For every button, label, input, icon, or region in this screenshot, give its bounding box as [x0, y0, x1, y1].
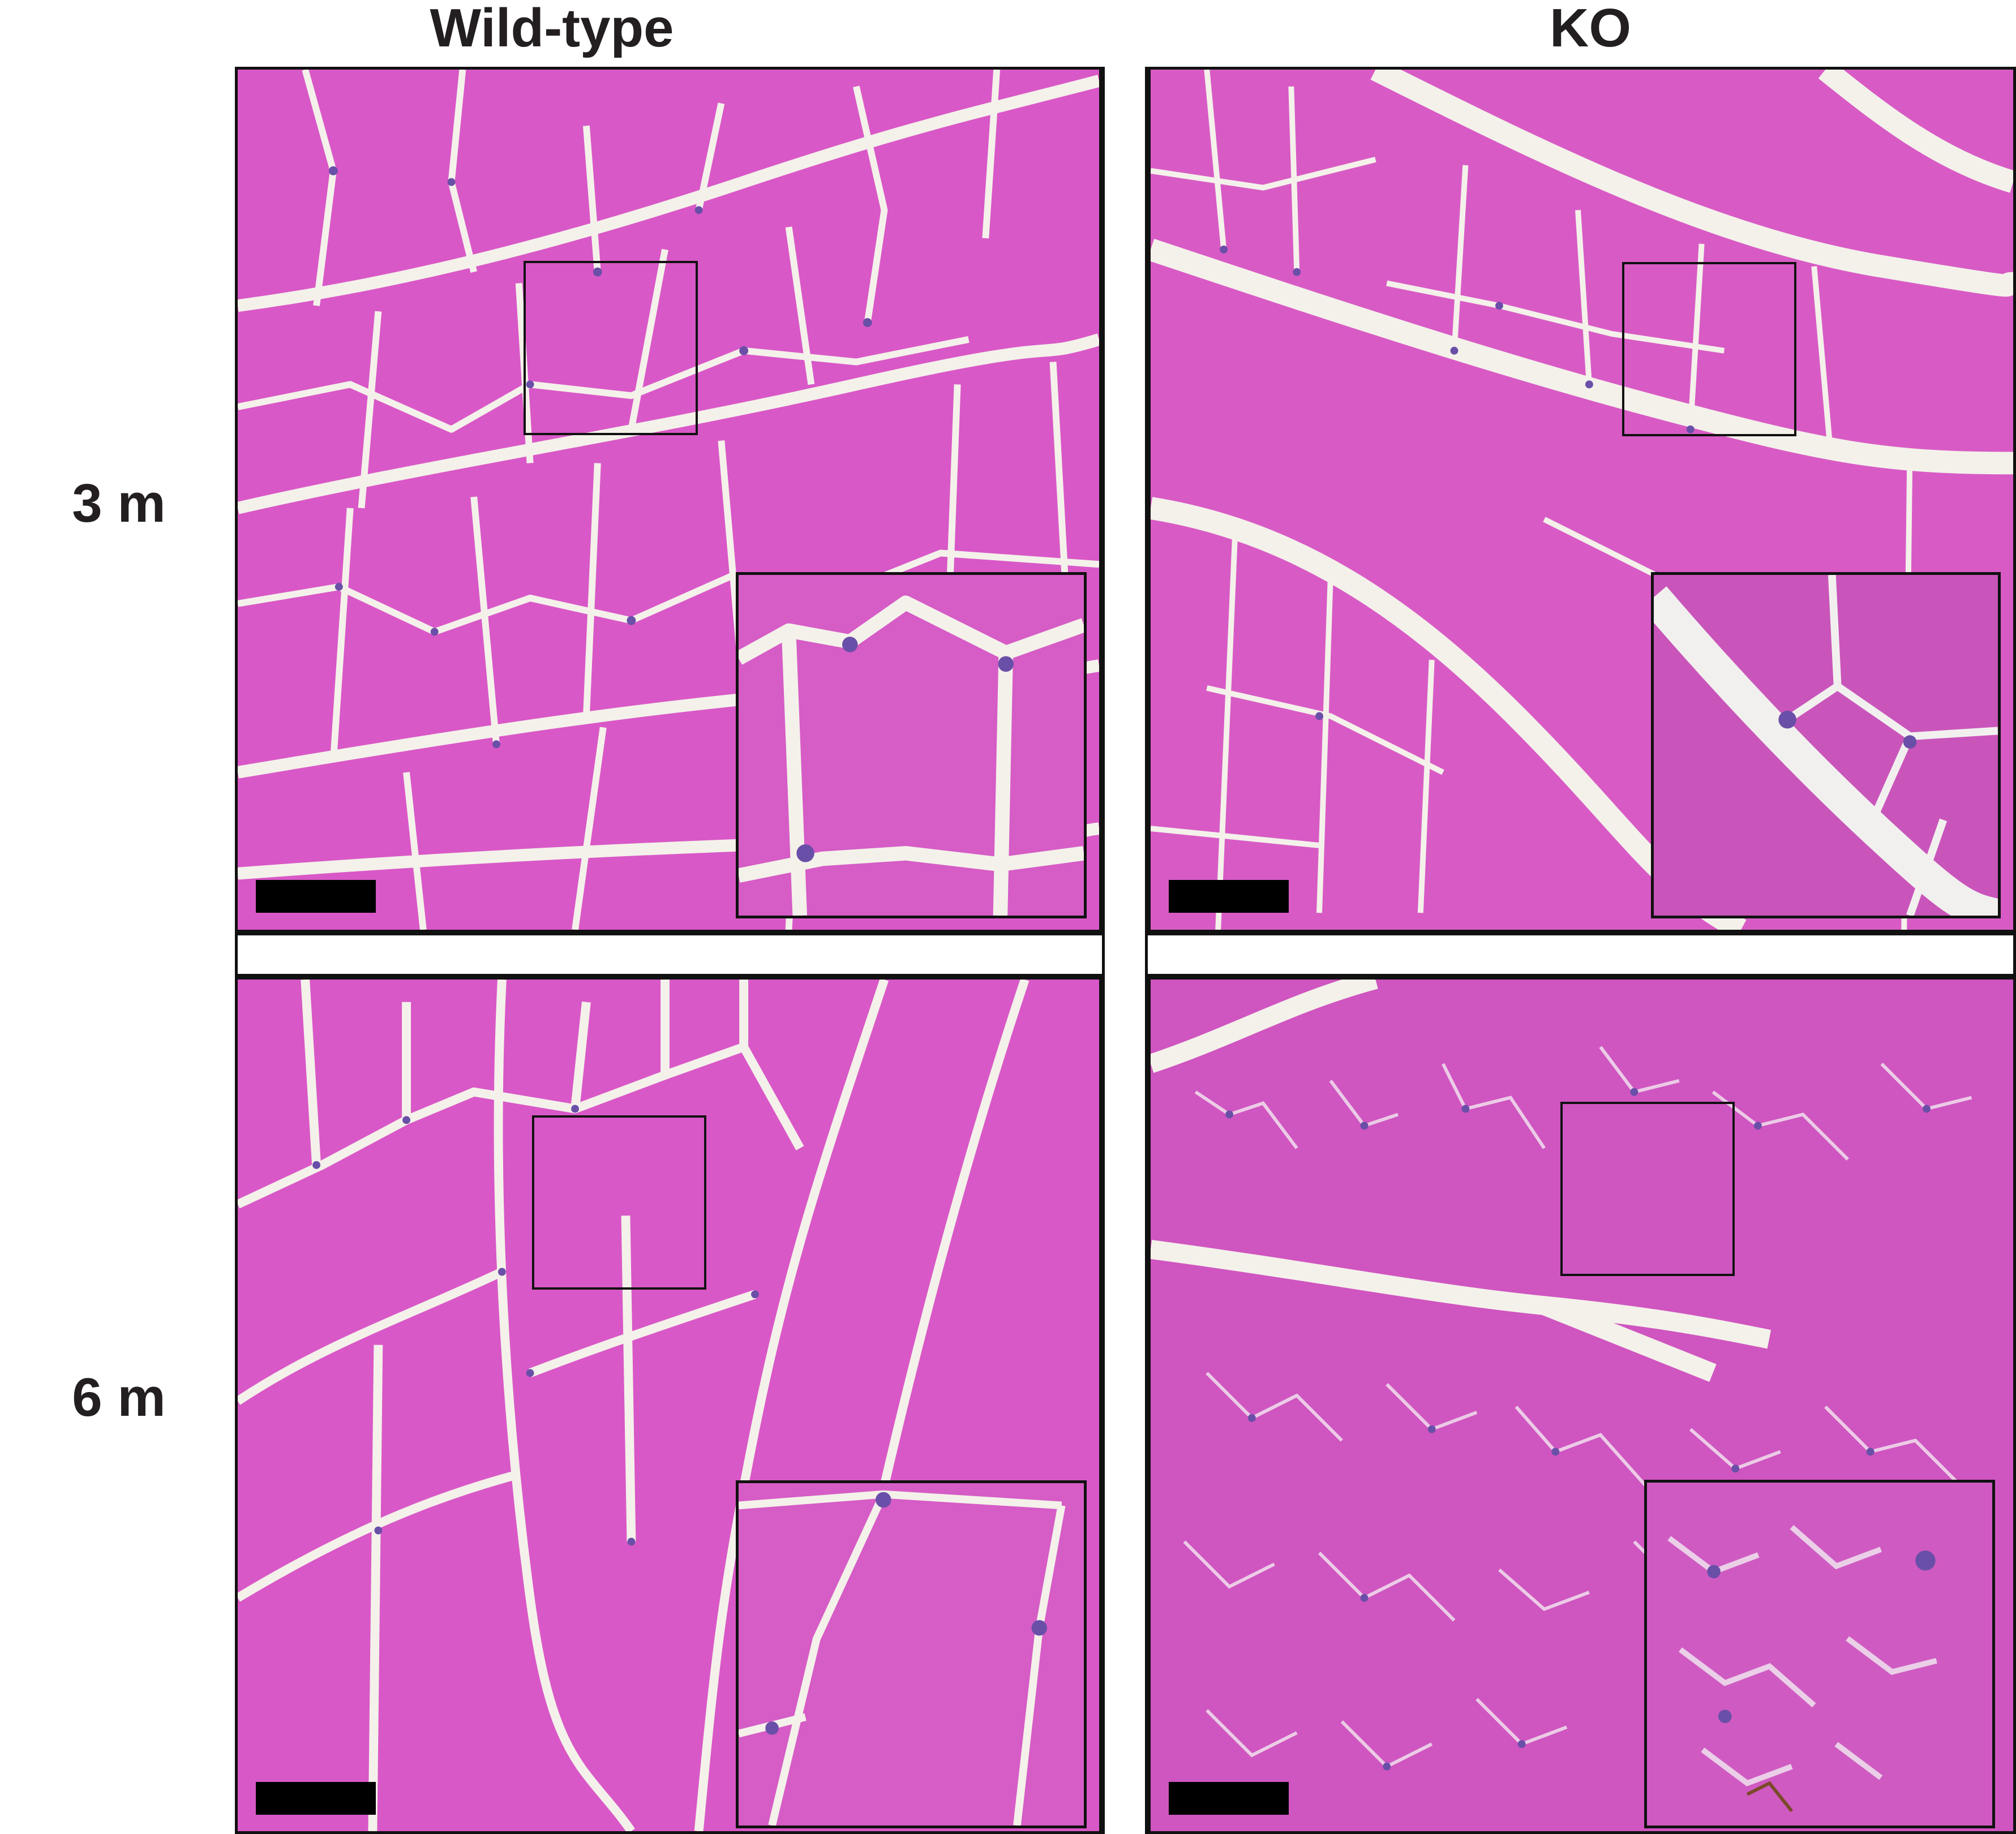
column-title-wild-type: Wild-type	[430, 0, 674, 58]
magnified-inset	[1651, 572, 2001, 918]
micrograph-wild-type-3m	[235, 67, 1102, 933]
vertical-gutter	[1102, 67, 1148, 1834]
column-title-ko: KO	[1550, 0, 1631, 58]
zoom-region-box	[1622, 262, 1796, 436]
row-title-3m: 3 m	[72, 473, 166, 534]
zoom-region-box	[1560, 1102, 1735, 1276]
magnified-inset	[736, 572, 1087, 918]
magnified-inset	[1644, 1480, 1995, 1828]
inset-tissue-image	[1654, 575, 1998, 916]
row-title-6m: 6 m	[72, 1367, 166, 1428]
zoom-region-box	[524, 261, 698, 435]
micrograph-ko-6m	[1148, 977, 2016, 1834]
inset-tissue-image	[739, 575, 1084, 916]
scale-bar	[1169, 880, 1289, 913]
muscle-tissue-image	[1151, 70, 2013, 930]
zoom-region-box	[532, 1115, 706, 1290]
inset-tissue-image	[739, 1483, 1084, 1826]
scale-bar	[256, 1782, 376, 1815]
scale-bar	[1169, 1782, 1289, 1815]
micrograph-ko-3m	[1148, 67, 2016, 933]
magnified-inset	[736, 1480, 1087, 1828]
inset-tissue-image	[1647, 1483, 1992, 1826]
scale-bar	[256, 880, 376, 913]
micrograph-wild-type-6m	[235, 977, 1102, 1834]
